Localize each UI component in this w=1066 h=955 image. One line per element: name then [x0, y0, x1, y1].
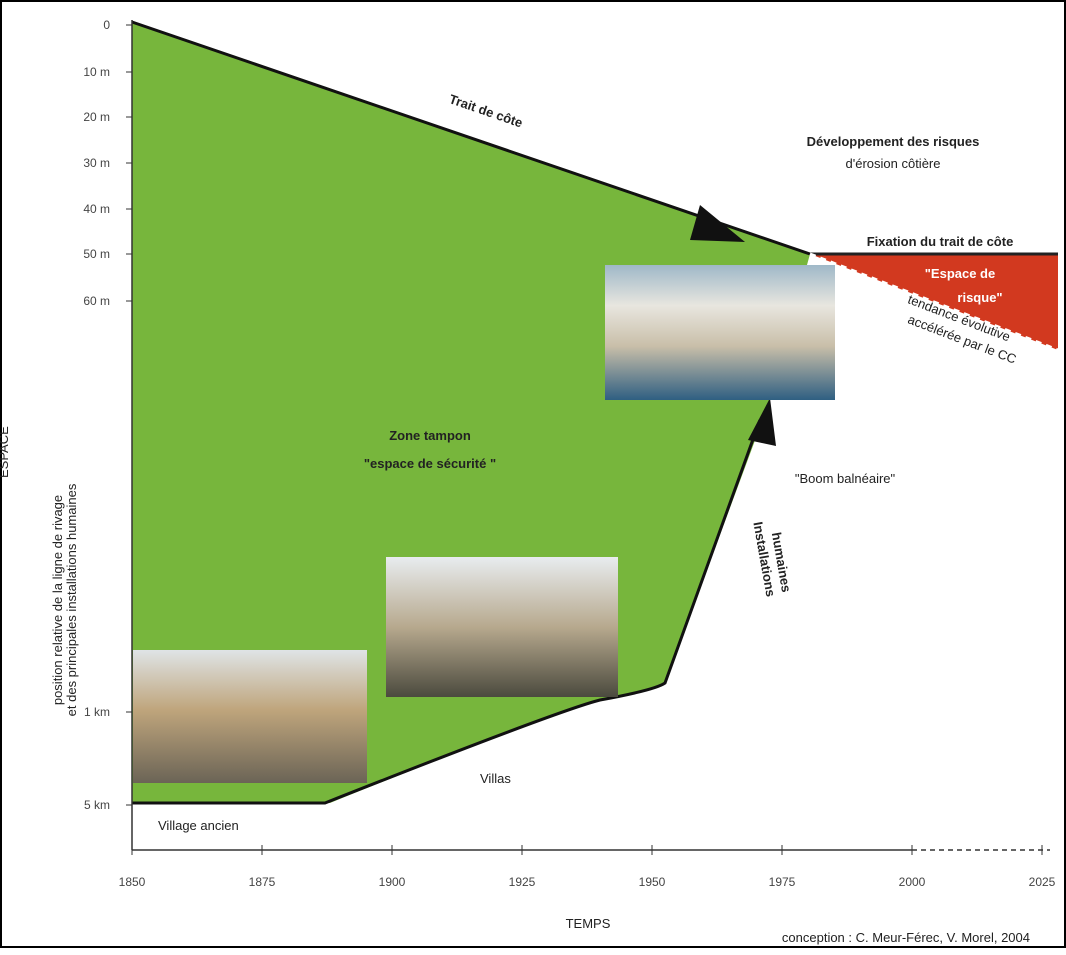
- x-tick-label: 2000: [899, 875, 926, 889]
- villas-label: Villas: [480, 771, 511, 786]
- risk-label: d'érosion côtière: [846, 156, 941, 171]
- x-tick-label: 1900: [379, 875, 406, 889]
- risk-space-label: "Espace de: [925, 266, 995, 281]
- y-subtitle: et des principales installations humaine…: [64, 483, 79, 716]
- boom-label: "Boom balnéaire": [795, 471, 896, 486]
- fixation-label: Fixation du trait de côte: [867, 234, 1014, 249]
- trend-line: [809, 252, 1059, 352]
- photo: [133, 650, 367, 783]
- y-subtitle: position relative de la ligne de rivage: [50, 495, 65, 705]
- risk-space-label: risque": [957, 290, 1002, 305]
- y-tick-label: 20 m: [83, 110, 110, 124]
- installations-line: [132, 419, 762, 805]
- x-tick-label: 1925: [509, 875, 536, 889]
- x-tick-label: 1850: [119, 875, 146, 889]
- risk-label: Développement des risques: [807, 134, 980, 149]
- y-tick-label: 1 km: [84, 705, 110, 719]
- x-tick-label: 1950: [639, 875, 666, 889]
- y-title: ESPACE: [0, 426, 11, 478]
- arrow: [748, 398, 776, 446]
- y-tick-label: 0: [103, 18, 110, 32]
- y-tick-label: 5 km: [84, 798, 110, 812]
- y-tick-label: 10 m: [83, 65, 110, 79]
- buffer-label: "espace de sécurité ": [364, 456, 496, 471]
- x-tick-label: 1975: [769, 875, 796, 889]
- photo: [386, 557, 618, 697]
- y-tick-label: 60 m: [83, 294, 110, 308]
- y-tick-label: 40 m: [83, 202, 110, 216]
- x-tick-label: 2025: [1029, 875, 1056, 889]
- x-title: TEMPS: [566, 916, 611, 931]
- buffer-zone: [132, 22, 810, 803]
- arrow: [690, 205, 745, 242]
- y-tick-label: 50 m: [83, 247, 110, 261]
- photo: [605, 265, 835, 400]
- y-tick-label: 30 m: [83, 156, 110, 170]
- village-label: Village ancien: [158, 818, 239, 833]
- coastline: [131, 20, 811, 256]
- buffer-label: Zone tampon: [389, 428, 471, 443]
- x-tick-label: 1875: [249, 875, 276, 889]
- credit: conception : C. Meur-Férec, V. Morel, 20…: [782, 930, 1030, 945]
